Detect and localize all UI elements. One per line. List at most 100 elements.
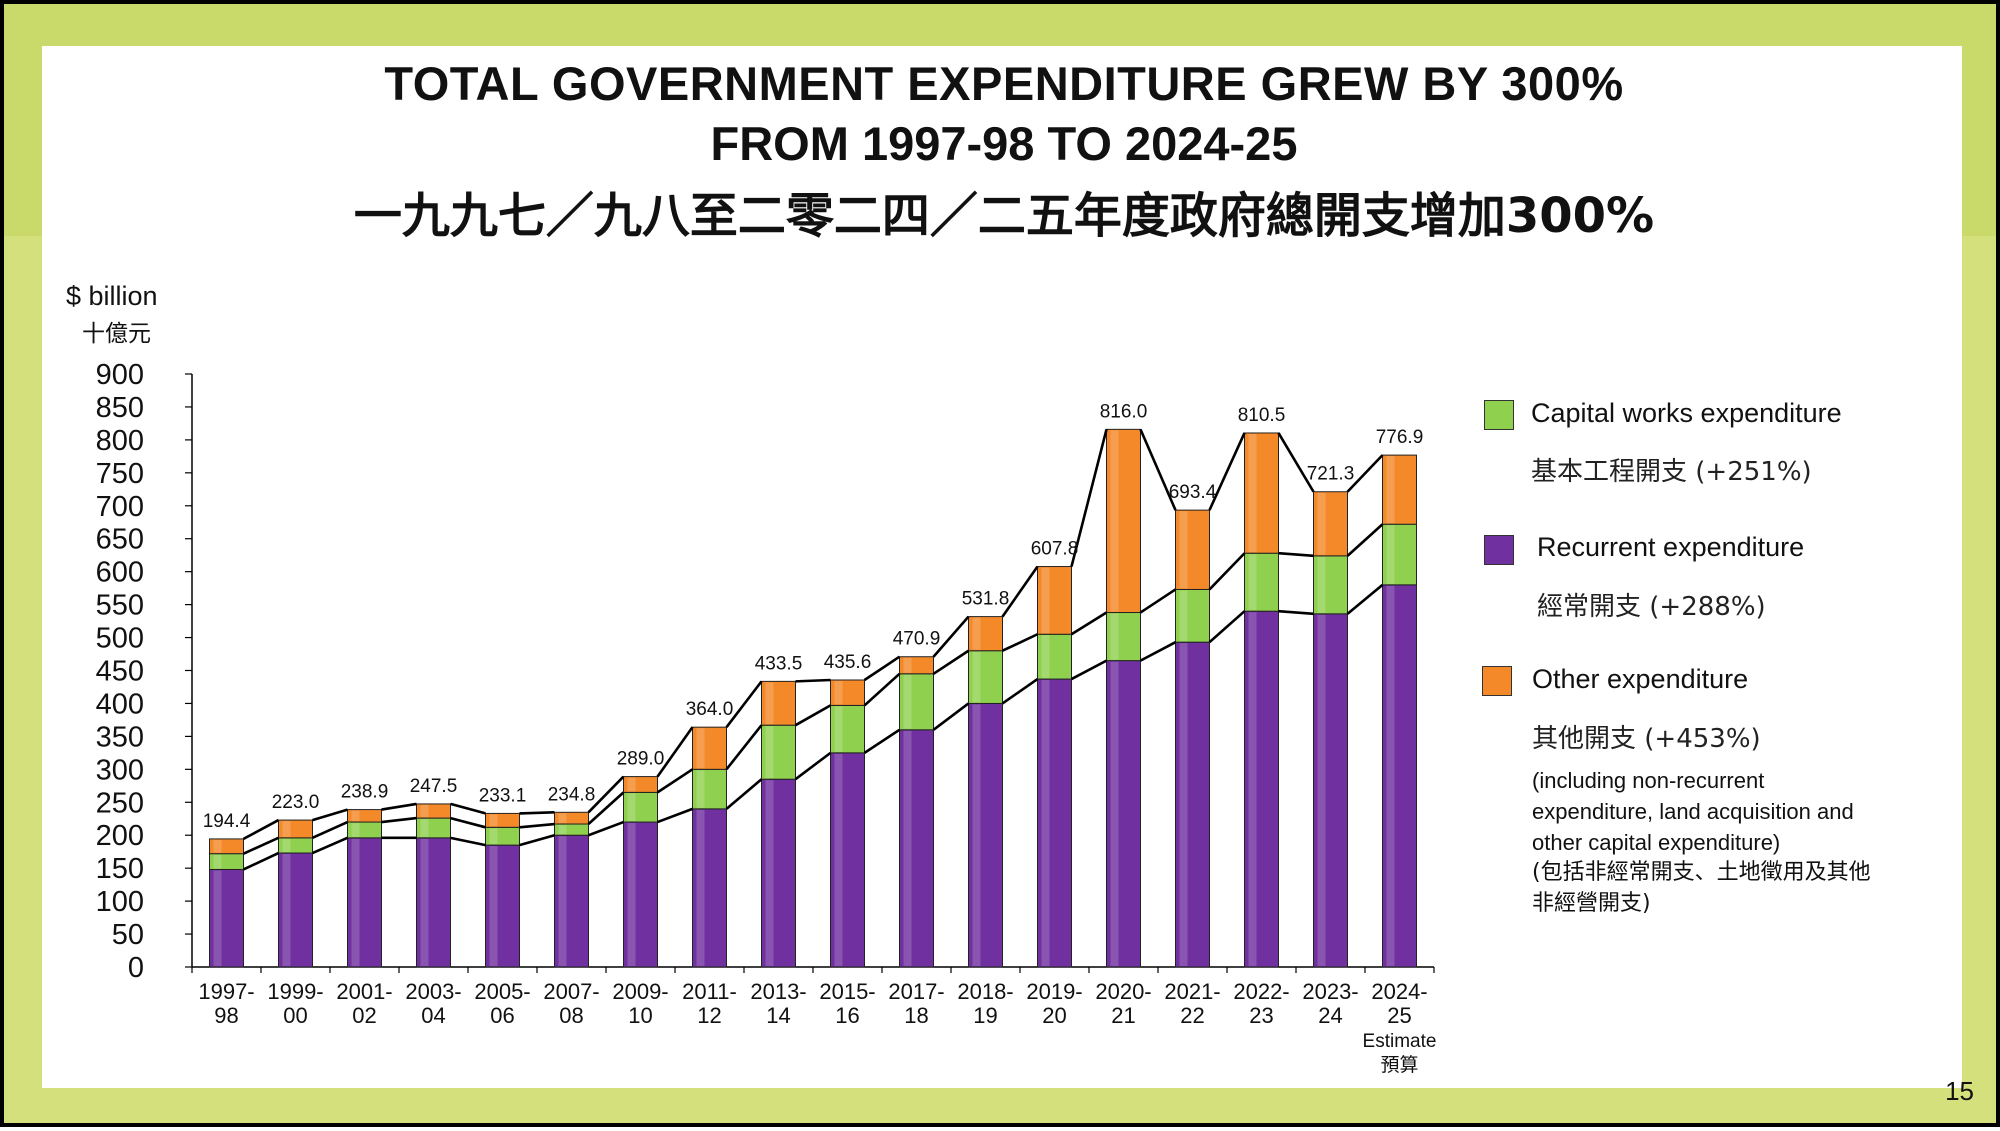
x-category-label-bottom: 18 [904, 1003, 928, 1028]
series-connector-line [1277, 432, 1315, 493]
bar-highlight [1317, 614, 1326, 966]
bar-segment [416, 837, 451, 968]
legend-swatch-other [1482, 666, 1512, 696]
x-category-label-bottom: 20 [1042, 1003, 1066, 1028]
y-tick-label: 600 [96, 557, 144, 589]
bar-highlight [1317, 556, 1326, 613]
bar-highlight [1248, 612, 1257, 966]
bar-highlight [765, 726, 774, 779]
bar-highlight [834, 680, 843, 705]
series-connector-line [725, 724, 763, 771]
total-value-label: 233.1 [479, 785, 527, 806]
x-category-label-top: 1997- [198, 979, 254, 1004]
total-value-label: 721.3 [1307, 464, 1355, 485]
bar-segment [1175, 509, 1210, 590]
legend-other-en: Other expenditure [1532, 664, 1749, 694]
x-category-label-top: 2022- [1233, 979, 1289, 1004]
bar-highlight [972, 651, 981, 703]
total-value-label: 234.8 [548, 784, 596, 805]
x-category-label-top: 2005- [474, 979, 530, 1004]
series-connector-line [311, 836, 349, 855]
total-value-label: 194.4 [203, 811, 251, 832]
bar-highlight [696, 770, 705, 808]
series-connector-line [1208, 552, 1246, 591]
y-tick-label: 250 [96, 787, 144, 819]
series-connector-line [381, 816, 417, 824]
bar-highlight [834, 753, 843, 966]
x-category-label-top: 2011- [682, 979, 737, 1004]
series-connector-line [1208, 432, 1246, 511]
total-value-label: 238.9 [341, 782, 389, 803]
series-connector-line [1001, 565, 1039, 618]
x-category-label-bottom: 25 [1387, 1003, 1411, 1028]
bar-highlight [282, 854, 291, 966]
page-number: 15 [1945, 1076, 1974, 1106]
bar-segment [1106, 428, 1141, 614]
bar-segment [485, 812, 520, 828]
total-value-label: 816.0 [1100, 401, 1148, 422]
bar-highlight [213, 839, 222, 853]
x-category-label-top: 2023- [1302, 979, 1358, 1004]
x-category-label-top: 2013- [750, 979, 806, 1004]
series-connector-line [863, 655, 901, 682]
legend-capital-zh: 基本工程開支 (+251%) [1531, 457, 1812, 487]
bar-highlight [972, 617, 981, 650]
series-connector-line [1070, 659, 1108, 681]
x-category-label-bottom: 16 [835, 1003, 859, 1028]
x-category-label-bottom: 06 [490, 1003, 514, 1028]
bar-segment [623, 776, 658, 793]
expenditure-chart: 0501001502002503003504004505005506006507… [96, 359, 1437, 1076]
bar-highlight [489, 846, 498, 966]
x-category-label-bottom: 24 [1318, 1003, 1342, 1028]
bar-highlight [1179, 590, 1188, 642]
bar-highlight [1248, 433, 1257, 553]
bar-highlight [1041, 635, 1050, 679]
bar-highlight [1386, 525, 1395, 584]
series-connector-line [588, 820, 624, 837]
bar-highlight [558, 825, 567, 835]
bar-segment [1244, 432, 1279, 554]
bar-highlight [903, 657, 912, 673]
bar-segment [830, 679, 865, 706]
y-tick-label: 800 [96, 425, 144, 457]
bar-highlight [1386, 585, 1395, 966]
series-connector-line [1001, 633, 1039, 652]
bar-highlight [696, 728, 705, 769]
bar-segment [1244, 552, 1279, 612]
series-connector-line [311, 820, 349, 840]
legend-other-note-en-3: other capital expenditure) [1532, 830, 1781, 855]
series-connector-line [932, 615, 970, 658]
title-line-2: FROM 1997-98 TO 2024-25 [710, 117, 1298, 170]
series-connector-line [656, 726, 694, 778]
x-category-label-bottom: 22 [1180, 1003, 1204, 1028]
series-connector-line [587, 791, 625, 825]
bar-segment [1382, 523, 1417, 586]
bar-highlight [420, 819, 429, 837]
bar-segment [761, 680, 796, 726]
series-connector-line [1139, 428, 1177, 511]
bar-segment [278, 819, 313, 839]
x-category-label-bottom: 21 [1111, 1003, 1135, 1028]
bar-segment [1313, 555, 1348, 615]
series-connector-line [1278, 609, 1314, 616]
x-category-label-top: 2021- [1164, 979, 1220, 1004]
bar-highlight [282, 821, 291, 837]
series-connector-line [1139, 588, 1177, 614]
bar-highlight [1248, 554, 1257, 611]
bar-segment [830, 752, 865, 968]
y-tick-label: 50 [112, 919, 144, 951]
bar-highlight [558, 836, 567, 966]
legend-other-zh: 其他開支 (+453%) [1532, 724, 1761, 754]
x-category-label-top: 2018- [957, 979, 1013, 1004]
bar-segment [968, 616, 1003, 652]
y-tick-label: 550 [96, 590, 144, 622]
bar-highlight [903, 674, 912, 729]
bar-highlight [489, 814, 498, 827]
bar-highlight [1317, 492, 1326, 555]
bar-segment [347, 837, 382, 968]
bar-segment [1382, 454, 1417, 525]
x-category-label-bottom: 02 [352, 1003, 376, 1028]
series-connector-line [1001, 677, 1039, 705]
bar-segment [899, 729, 934, 968]
